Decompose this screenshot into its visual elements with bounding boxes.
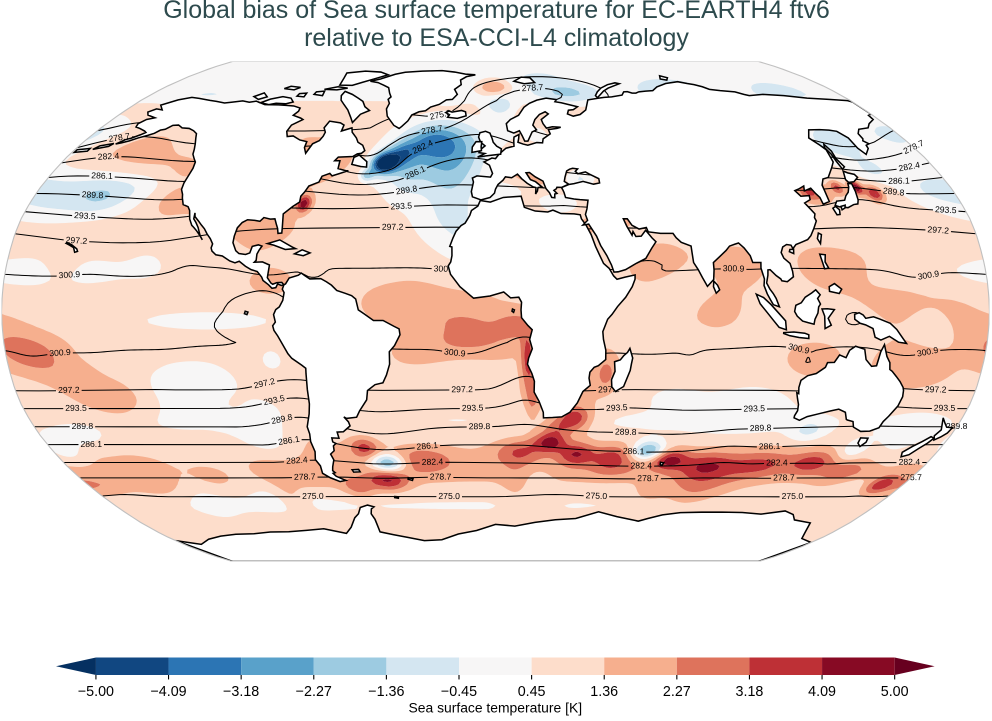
svg-text:300.9: 300.9 (58, 269, 80, 280)
svg-text:297.2: 297.2 (451, 384, 473, 394)
svg-text:275.0: 275.0 (302, 491, 324, 501)
svg-text:286.1: 286.1 (416, 440, 439, 452)
svg-text:289.8: 289.8 (395, 183, 418, 196)
svg-text:300.9: 300.9 (916, 345, 939, 359)
svg-text:293.5: 293.5 (934, 403, 956, 413)
svg-text:4.09: 4.09 (808, 684, 836, 700)
svg-text:278.7: 278.7 (294, 471, 316, 481)
svg-text:297.2: 297.2 (927, 224, 949, 235)
svg-text:2.27: 2.27 (663, 684, 691, 700)
svg-text:289.8: 289.8 (615, 426, 637, 437)
svg-text:293.5: 293.5 (65, 403, 87, 413)
svg-text:289.8: 289.8 (750, 423, 772, 434)
svg-text:0.45: 0.45 (518, 684, 546, 700)
svg-text:289.8: 289.8 (882, 185, 905, 197)
svg-text:275.0: 275.0 (438, 491, 460, 501)
svg-text:Sea surface temperature [K]: Sea surface temperature [K] (409, 699, 583, 715)
svg-text:relative to ESA-CCI-L4 climato: relative to ESA-CCI-L4 climatology (304, 24, 689, 52)
svg-text:293.5: 293.5 (262, 393, 285, 407)
svg-text:286.1: 286.1 (80, 439, 102, 449)
svg-text:5.00: 5.00 (881, 684, 909, 700)
svg-text:3.18: 3.18 (736, 684, 764, 700)
svg-text:297.2: 297.2 (598, 384, 620, 395)
svg-text:293.5: 293.5 (743, 403, 765, 413)
svg-text:282.4: 282.4 (899, 457, 921, 467)
svg-text:293.5: 293.5 (390, 200, 412, 211)
svg-text:297.2: 297.2 (253, 376, 276, 391)
svg-text:300.9: 300.9 (787, 341, 810, 356)
svg-text:293.5: 293.5 (74, 210, 96, 221)
svg-text:293.5: 293.5 (606, 402, 628, 413)
svg-text:278.7: 278.7 (637, 473, 659, 483)
svg-text:297.2: 297.2 (925, 384, 947, 395)
svg-text:278.7: 278.7 (521, 82, 543, 93)
svg-text:−3.18: −3.18 (223, 684, 259, 700)
svg-text:275.0: 275.0 (429, 107, 452, 121)
svg-text:275.0: 275.0 (585, 490, 607, 501)
svg-text:282.4: 282.4 (286, 454, 308, 465)
svg-text:289.8: 289.8 (469, 421, 491, 431)
svg-text:289.8: 289.8 (270, 412, 293, 427)
svg-text:−0.45: −0.45 (441, 684, 477, 700)
svg-text:293.5: 293.5 (462, 403, 484, 413)
svg-text:297.2: 297.2 (65, 235, 87, 247)
svg-text:286.1: 286.1 (91, 170, 113, 181)
svg-text:300.9: 300.9 (434, 263, 456, 274)
svg-text:−1.36: −1.36 (368, 684, 404, 700)
svg-text:293.5: 293.5 (935, 204, 957, 215)
svg-text:282.4: 282.4 (422, 456, 444, 467)
svg-text:297.2: 297.2 (382, 222, 404, 232)
svg-text:278.7: 278.7 (430, 471, 452, 481)
svg-text:286.1: 286.1 (623, 446, 645, 457)
svg-text:300.9: 300.9 (443, 346, 466, 358)
svg-text:289.8: 289.8 (81, 189, 103, 200)
svg-text:282.4: 282.4 (766, 458, 788, 468)
svg-text:1.36: 1.36 (590, 684, 618, 700)
svg-text:282.4: 282.4 (898, 160, 921, 174)
svg-text:−4.09: −4.09 (150, 684, 186, 700)
svg-text:278.7: 278.7 (420, 123, 443, 136)
svg-text:Global bias of Sea surface tem: Global bias of Sea surface temperature f… (163, 0, 830, 24)
svg-text:289.8: 289.8 (72, 421, 94, 431)
svg-text:286.1: 286.1 (759, 441, 781, 451)
svg-text:286.1: 286.1 (888, 176, 910, 187)
svg-text:300.9: 300.9 (723, 263, 745, 273)
svg-text:286.1: 286.1 (277, 434, 300, 447)
svg-text:300.9: 300.9 (49, 347, 71, 358)
svg-text:278.7: 278.7 (773, 472, 795, 482)
svg-text:−5.00: −5.00 (78, 684, 114, 700)
svg-text:300.9: 300.9 (917, 268, 940, 281)
svg-text:282.4: 282.4 (97, 151, 119, 162)
svg-text:282.4: 282.4 (630, 460, 652, 470)
svg-text:275.0: 275.0 (782, 491, 804, 501)
svg-text:−2.27: −2.27 (296, 684, 332, 700)
svg-text:297.2: 297.2 (58, 385, 80, 395)
